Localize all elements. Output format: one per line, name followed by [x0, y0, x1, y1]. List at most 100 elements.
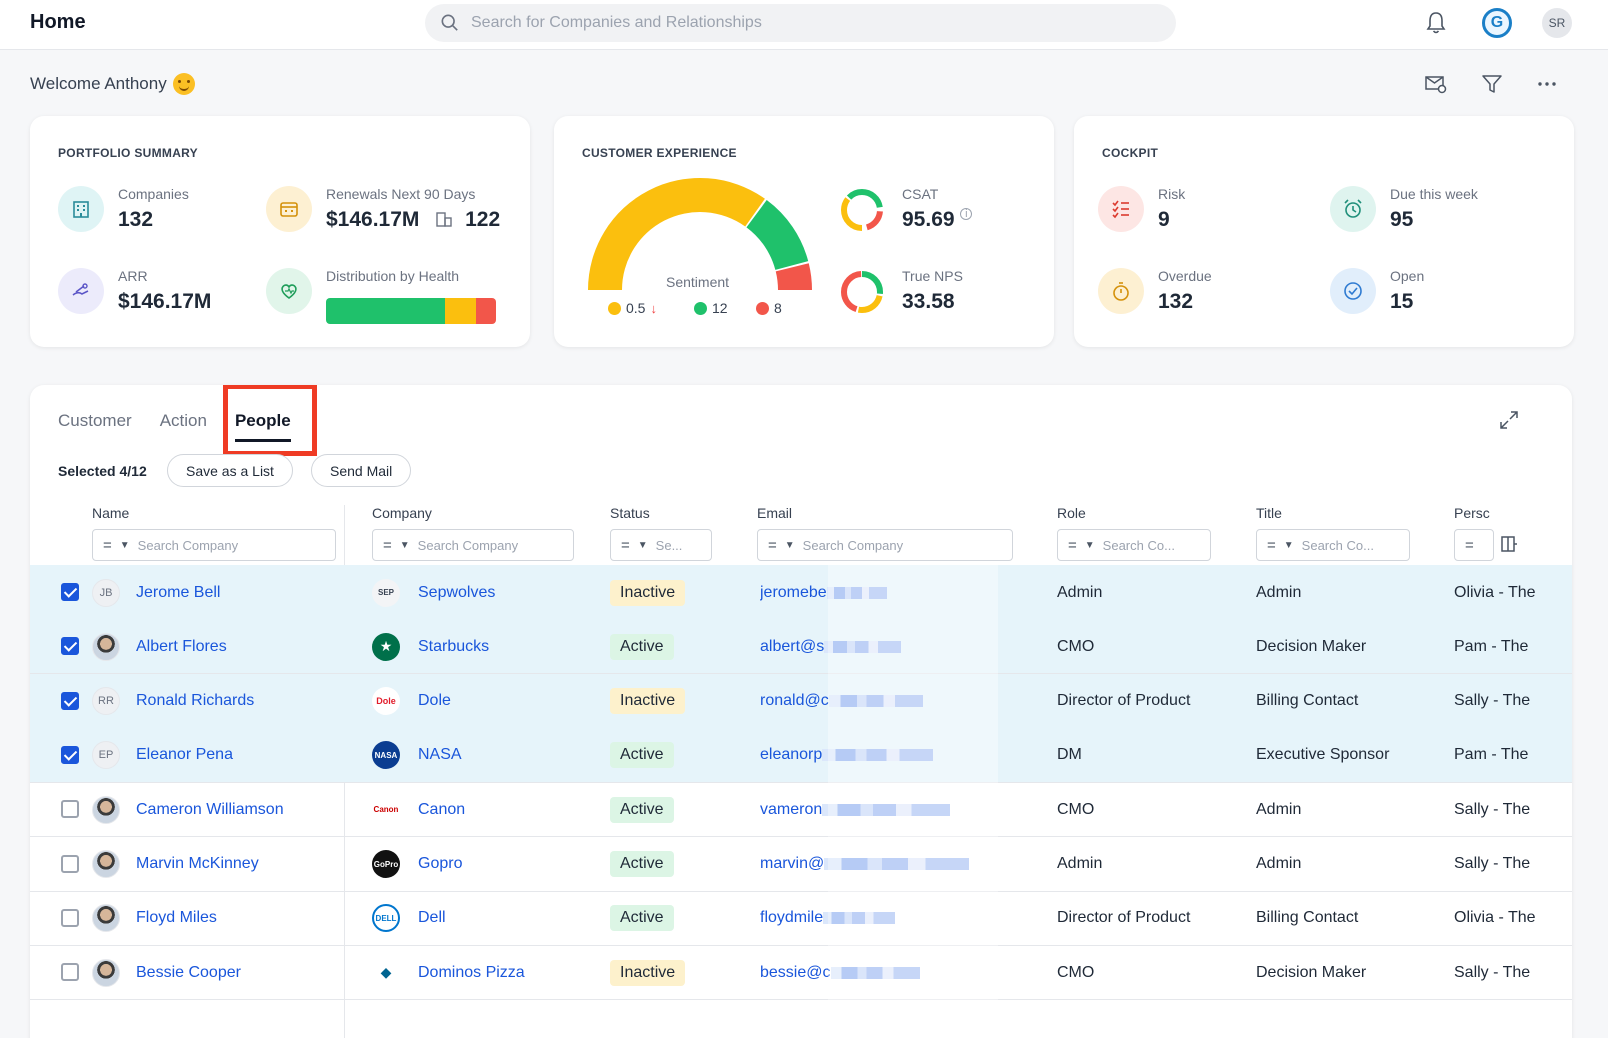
role-filter[interactable]: = ▼	[1057, 529, 1211, 561]
more-options-icon[interactable]	[1535, 72, 1559, 101]
expand-icon[interactable]	[1498, 409, 1520, 431]
building-icon	[58, 186, 104, 232]
row-checkbox[interactable]	[61, 800, 79, 819]
title-filter[interactable]: = ▼	[1256, 529, 1410, 561]
table-row[interactable]: RR Ronald Richards Dole Dole Inactive ro…	[30, 673, 1572, 729]
person-name-link[interactable]: Bessie Cooper	[136, 963, 241, 981]
name-filter[interactable]: = ▼	[92, 529, 336, 561]
status-filter[interactable]: = ▼	[610, 529, 712, 561]
role-filter-input[interactable]	[1102, 537, 1210, 553]
person-name-link[interactable]: Jerome Bell	[136, 583, 221, 601]
person-name-link[interactable]: Marvin McKinney	[136, 855, 259, 872]
name-filter-input[interactable]	[137, 537, 335, 553]
title-cell: Billing Contact	[1256, 891, 1446, 946]
company-link[interactable]: Sepwolves	[418, 583, 496, 601]
column-persona: Persc	[1454, 505, 1490, 521]
company-logo-icon: GoPro	[372, 850, 400, 878]
status-cell: Inactive	[610, 565, 750, 620]
email-link[interactable]: jeromebe	[760, 583, 827, 601]
row-checkbox[interactable]	[61, 691, 79, 710]
email-cell: eleanorp	[760, 728, 1020, 783]
table-row[interactable]: JB Jerome Bell SEP Sepwolves Inactive je…	[30, 565, 1572, 620]
persona-text: Sally - The	[1454, 855, 1531, 872]
table-row[interactable]: Marvin McKinney GoPro Gopro Active marvi…	[30, 837, 1572, 892]
name-cell: JB Jerome Bell	[92, 565, 342, 620]
user-avatar[interactable]: SR	[1542, 8, 1572, 38]
company-link[interactable]: Dole	[418, 692, 451, 710]
email-link[interactable]: albert@s	[760, 637, 825, 655]
mail-settings-icon[interactable]	[1424, 72, 1448, 101]
table-row[interactable]: Floyd Miles DELL Dell Active floydmile D…	[30, 891, 1572, 946]
column-settings-icon[interactable]	[1500, 535, 1518, 553]
search-input[interactable]	[471, 12, 1151, 34]
title-text: Billing Contact	[1256, 909, 1359, 927]
persona-filter[interactable]: =	[1454, 529, 1494, 561]
email-link[interactable]: eleanorp	[760, 746, 823, 764]
legend-red: 8	[756, 300, 782, 316]
tab-people[interactable]: People	[234, 411, 291, 442]
tab-action[interactable]: Action	[159, 411, 207, 430]
role-cell: CMO	[1057, 619, 1247, 674]
filter-icon[interactable]	[1480, 72, 1504, 101]
table-row[interactable]: Bessie Cooper ◆ Dominos Pizza Inactive b…	[30, 945, 1572, 1001]
row-checkbox[interactable]	[61, 963, 79, 982]
info-icon[interactable]: i	[960, 208, 973, 220]
chevron-down-icon: ▼	[119, 539, 130, 551]
company-link[interactable]: NASA	[418, 746, 462, 764]
column-name: Name	[92, 505, 129, 521]
row-checkbox[interactable]	[61, 583, 79, 601]
row-checkbox[interactable]	[61, 854, 79, 873]
row-checkbox[interactable]	[61, 745, 79, 764]
company-link[interactable]: Canon	[418, 800, 466, 818]
role-cell: Director of Product	[1057, 891, 1247, 946]
email-link[interactable]: marvin@	[760, 855, 825, 872]
email-link[interactable]: bessie@c	[760, 963, 831, 981]
tab-customer[interactable]: Customer	[58, 411, 132, 430]
check-circle-icon	[1330, 268, 1376, 314]
person-name-link[interactable]: Floyd Miles	[136, 909, 217, 927]
status-filter-input[interactable]	[655, 537, 711, 553]
persona-cell: Sally - The	[1454, 837, 1572, 892]
stopwatch-icon	[1098, 268, 1144, 314]
persona-text: Pam - The	[1454, 746, 1529, 764]
company-filter[interactable]: = ▼	[372, 529, 574, 561]
person-name-link[interactable]: Eleanor Pena	[136, 746, 233, 764]
row-checkbox[interactable]	[61, 908, 79, 927]
person-name-link[interactable]: Ronald Richards	[136, 692, 255, 710]
title-cell: Executive Sponsor	[1256, 728, 1446, 783]
table-row[interactable]: Cameron Williamson Canon Canon Active va…	[30, 782, 1572, 838]
health-distribution-bar[interactable]	[326, 298, 496, 324]
redacted-email-mask	[823, 912, 896, 925]
highlight-annotation	[223, 385, 317, 456]
company-link[interactable]: Dell	[418, 909, 446, 927]
legend-value: 8	[774, 300, 782, 316]
company-link[interactable]: Gopro	[418, 855, 463, 872]
sentiment-gauge[interactable]	[580, 172, 820, 302]
status-badge: Inactive	[610, 579, 686, 606]
column-title: Title	[1256, 505, 1282, 521]
email-filter-input[interactable]	[802, 537, 1012, 553]
company-link[interactable]: Starbucks	[418, 637, 490, 655]
person-name-link[interactable]: Cameron Williamson	[136, 800, 284, 818]
avatar	[92, 632, 120, 661]
chevron-down-icon: ▼	[1084, 539, 1095, 551]
status-cell: Active	[610, 891, 750, 946]
save-as-list-button[interactable]: Save as a List	[167, 454, 293, 487]
table-row[interactable]: EP Eleanor Pena NASA NASA Active eleanor…	[30, 727, 1572, 783]
global-search[interactable]	[425, 4, 1176, 42]
g-badge-icon[interactable]: G	[1482, 8, 1512, 38]
send-mail-button[interactable]: Send Mail	[311, 454, 412, 487]
company-filter-input[interactable]	[417, 537, 573, 553]
role-cell: CMO	[1057, 782, 1247, 837]
row-checkbox[interactable]	[61, 637, 79, 656]
email-link[interactable]: ronald@c	[760, 692, 829, 710]
bell-icon[interactable]	[1424, 10, 1448, 36]
title-filter-input[interactable]	[1301, 537, 1409, 553]
person-name-link[interactable]: Albert Flores	[136, 637, 227, 655]
email-link[interactable]: vameron	[760, 800, 823, 818]
table-row[interactable]: Albert Flores ★ Starbucks Active albert@…	[30, 619, 1572, 675]
email-link[interactable]: floydmile	[760, 909, 824, 927]
table-header: Name =▼ Company =▼ Status =▼ Email =▼ Ro	[30, 505, 1572, 637]
company-link[interactable]: Dominos Pizza	[418, 963, 525, 981]
email-filter[interactable]: = ▼	[757, 529, 1013, 561]
